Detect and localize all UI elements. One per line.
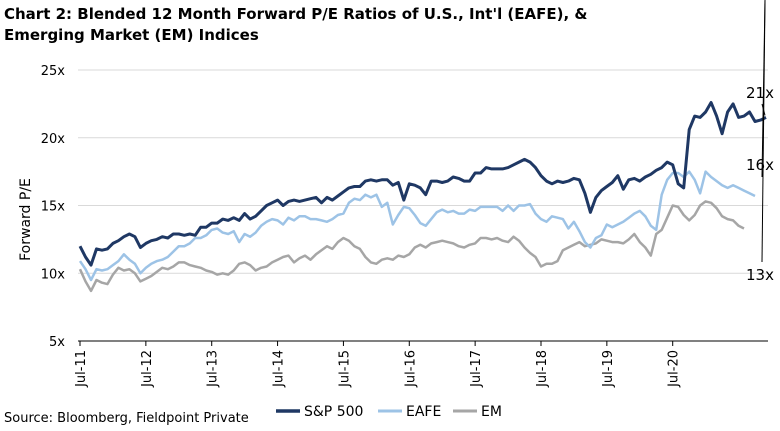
y-tick-label: 5x <box>49 335 65 350</box>
legend-label: S&P 500 <box>304 404 363 420</box>
x-tick-label: Jul-14 <box>272 350 287 388</box>
x-tick-label: Jul-18 <box>535 350 550 388</box>
series-line-eafe <box>78 170 756 282</box>
x-tick-label: Jul-16 <box>403 350 418 388</box>
x-tick-label: Jul-17 <box>469 350 484 388</box>
x-tick-label: Jul-11 <box>74 350 89 388</box>
legend-label: EAFE <box>406 404 441 420</box>
series-line-em <box>78 200 745 293</box>
x-tick-label: Jul-12 <box>140 350 155 388</box>
y-tick-label: 20x <box>41 132 66 147</box>
y-tick-label: 15x <box>41 200 66 215</box>
source-note: Source: Bloomberg, Fieldpoint Private <box>4 411 249 426</box>
chart-title: Chart 2: Blended 12 Month Forward P/E Ra… <box>4 5 588 44</box>
legend-label: EM <box>481 404 502 420</box>
end-value-label: 16x <box>746 156 774 174</box>
series-line-s-p-500 <box>78 101 767 267</box>
callout-leader-line <box>761 0 766 263</box>
y-tick-label: 10x <box>41 267 66 282</box>
x-tick-label: Jul-20 <box>667 350 682 388</box>
end-value-label: 13x <box>746 266 774 284</box>
x-tick-label: Jul-19 <box>601 350 616 388</box>
y-axis-label: Forward P/E <box>18 178 34 261</box>
x-tick-label: Jul-13 <box>206 350 221 388</box>
y-tick-label: 25x <box>41 64 66 79</box>
end-value-label: 21x <box>746 84 774 102</box>
x-tick-label: Jul-15 <box>337 350 352 388</box>
